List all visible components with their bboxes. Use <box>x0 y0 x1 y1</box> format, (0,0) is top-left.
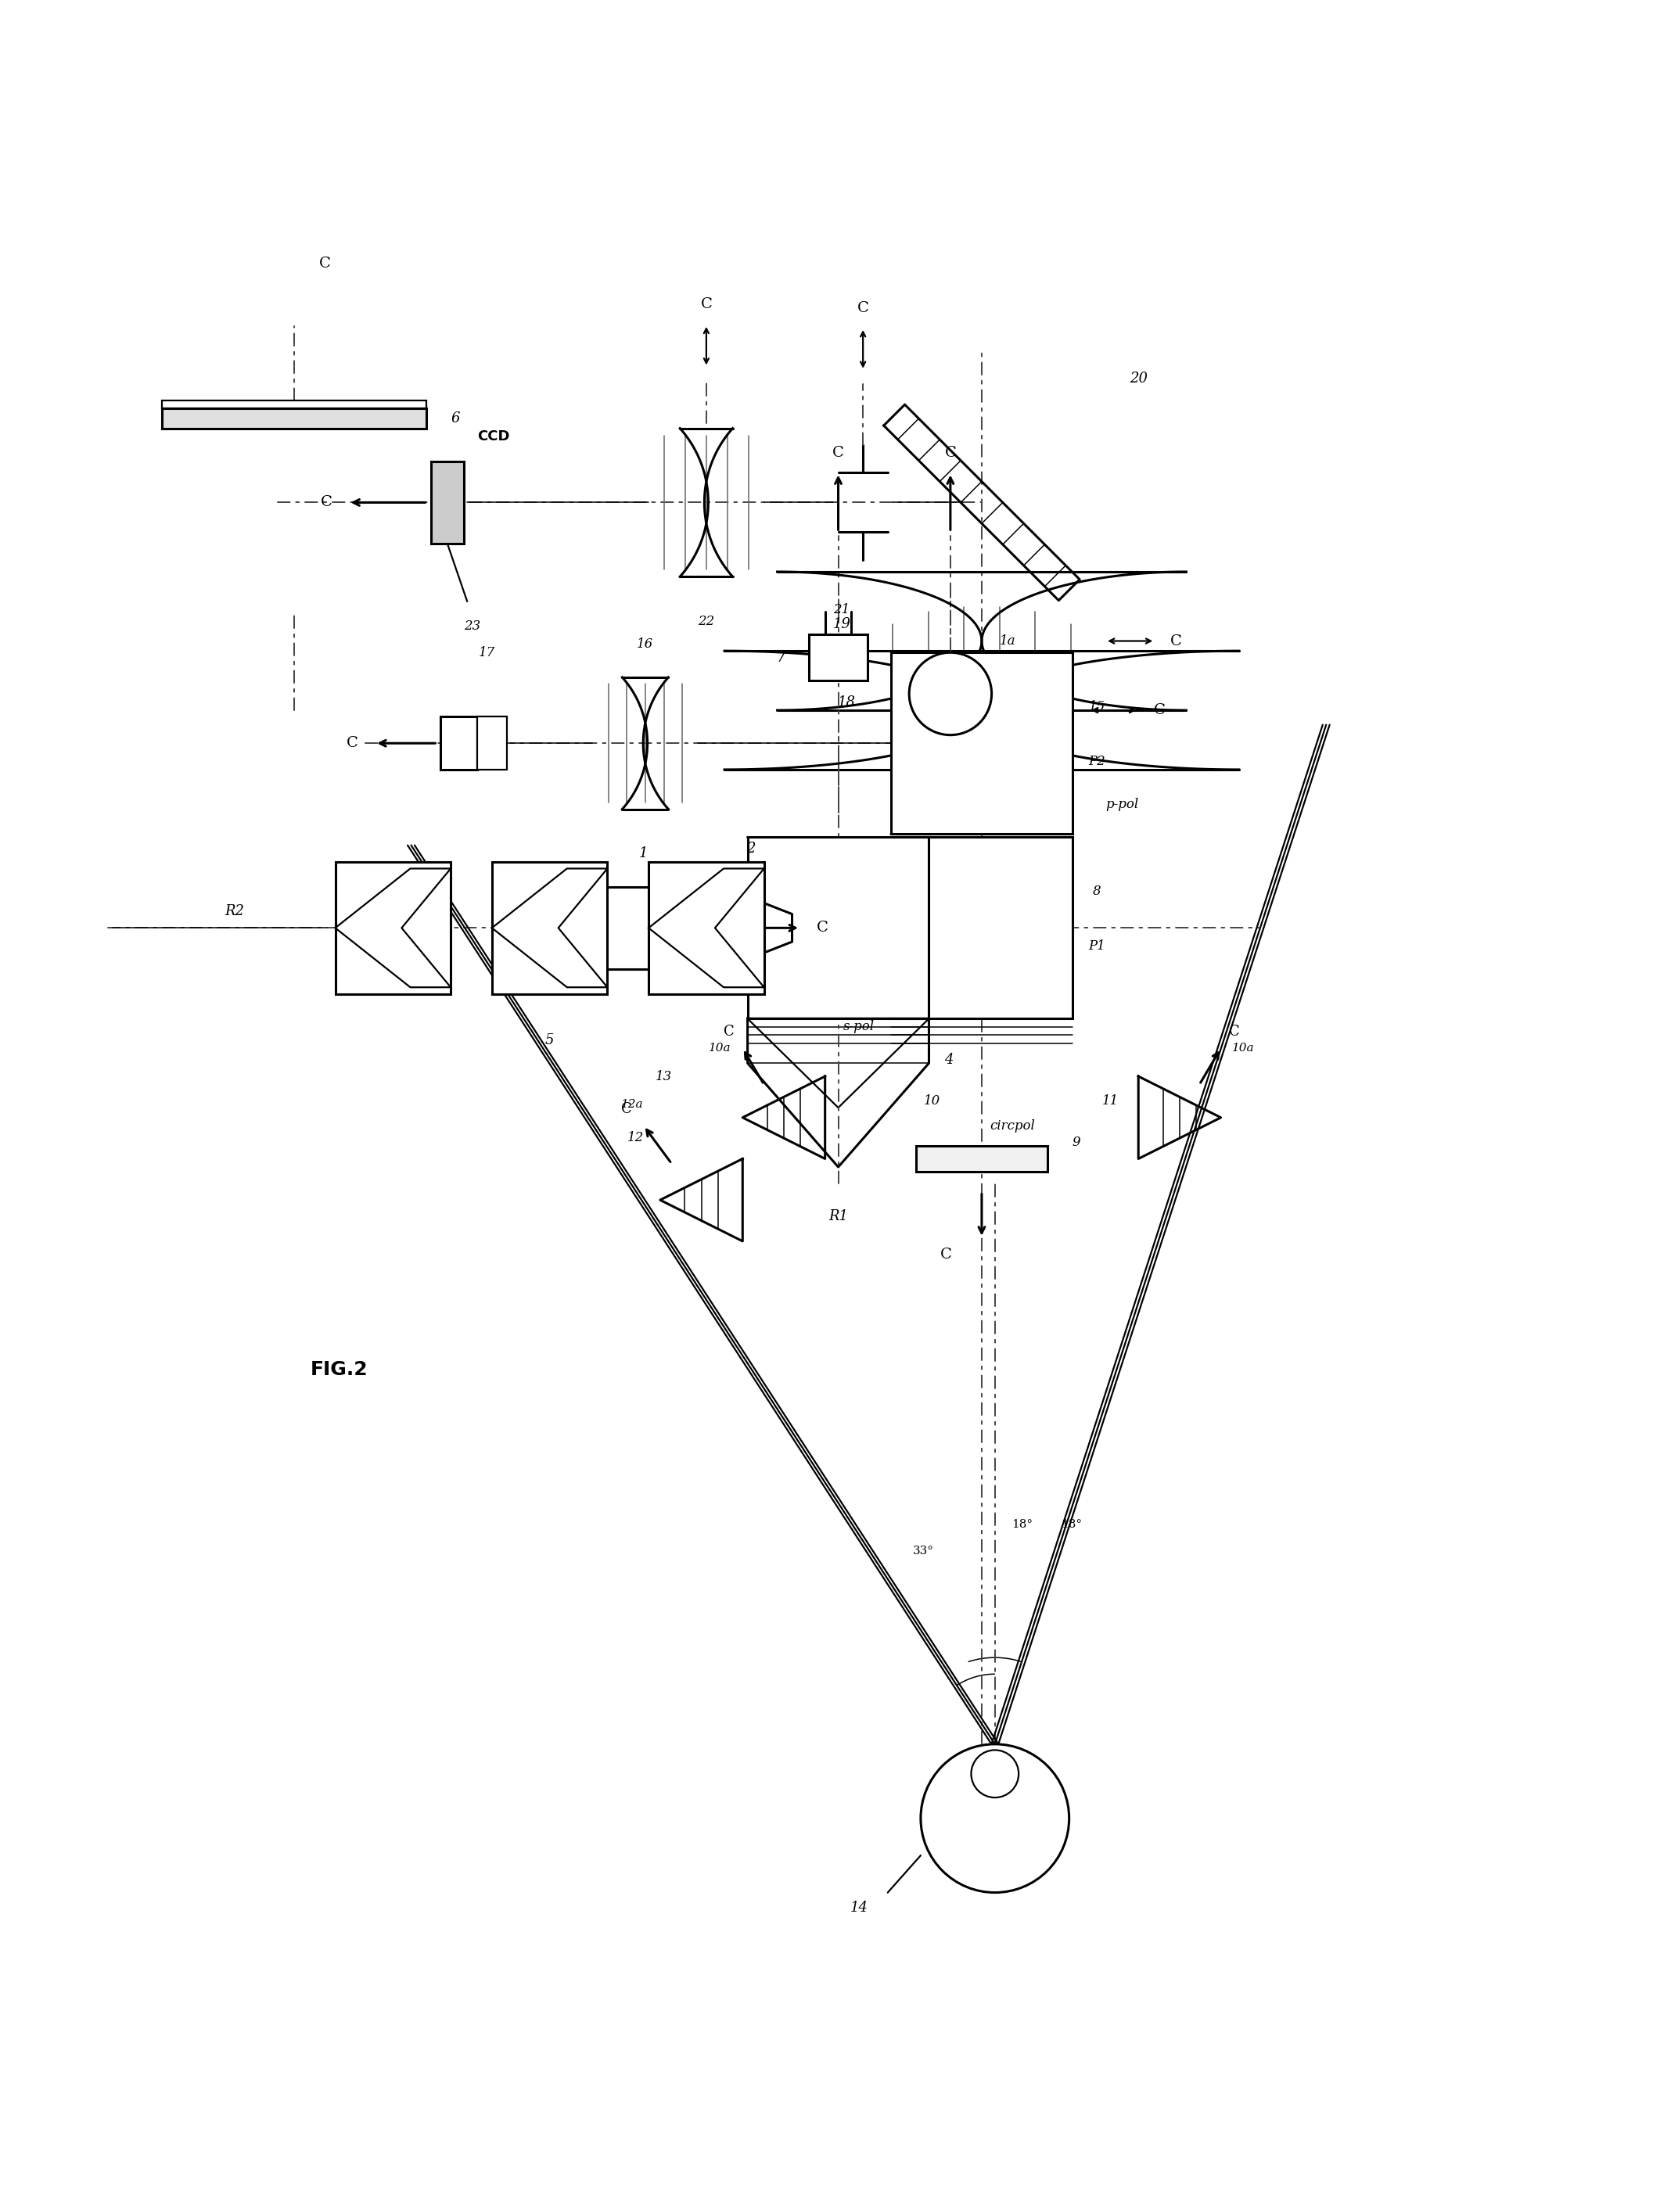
Text: C: C <box>817 920 828 936</box>
Bar <box>747 836 930 1018</box>
Text: 12a: 12a <box>621 1099 644 1110</box>
Text: 11: 11 <box>1102 1095 1119 1108</box>
Text: 6: 6 <box>452 411 460 425</box>
Bar <box>891 653 1072 834</box>
Text: 1: 1 <box>639 847 647 860</box>
Bar <box>586 887 702 969</box>
Bar <box>335 863 452 993</box>
Text: C: C <box>1170 635 1182 648</box>
Text: 18°: 18° <box>1061 1520 1082 1531</box>
Text: C: C <box>701 299 712 312</box>
Text: 16: 16 <box>637 637 654 650</box>
Text: p-pol: p-pol <box>1106 799 1139 812</box>
Text: 10: 10 <box>925 1095 941 1108</box>
Text: 17: 17 <box>478 646 495 659</box>
Text: 1a: 1a <box>999 635 1016 648</box>
Text: 15: 15 <box>1089 701 1106 714</box>
Text: s-pol: s-pol <box>843 1020 875 1033</box>
Text: 12: 12 <box>627 1130 644 1144</box>
Text: 7: 7 <box>777 650 785 664</box>
Text: 8: 8 <box>1092 885 1101 898</box>
Text: 20: 20 <box>1129 372 1147 385</box>
Text: P2: P2 <box>1089 754 1106 768</box>
Bar <box>476 717 506 770</box>
Text: C: C <box>941 1248 953 1261</box>
Text: 5: 5 <box>544 1033 554 1046</box>
Text: C: C <box>347 737 359 750</box>
Circle shape <box>910 653 991 734</box>
Bar <box>916 1146 1047 1172</box>
Text: 18: 18 <box>838 695 855 710</box>
Bar <box>491 863 608 993</box>
Text: R1: R1 <box>828 1210 848 1223</box>
Text: C: C <box>724 1024 734 1040</box>
Circle shape <box>921 1743 1069 1893</box>
Text: CCD: CCD <box>476 429 510 445</box>
Text: FIG.2: FIG.2 <box>310 1360 369 1380</box>
Text: P1: P1 <box>1089 940 1106 953</box>
Text: C: C <box>319 257 330 270</box>
Circle shape <box>971 1750 1019 1798</box>
Text: C: C <box>320 495 332 509</box>
Bar <box>432 462 463 544</box>
Text: 33°: 33° <box>913 1546 933 1557</box>
Text: R2: R2 <box>226 905 244 918</box>
Text: circpol: circpol <box>989 1119 1036 1133</box>
Bar <box>891 836 1072 1018</box>
Text: 19: 19 <box>833 617 850 633</box>
Bar <box>163 409 427 429</box>
Text: 23: 23 <box>463 619 480 633</box>
Text: 18°: 18° <box>1011 1520 1033 1531</box>
Bar <box>649 863 764 993</box>
Bar <box>702 896 734 960</box>
Bar <box>163 400 427 409</box>
Text: 21: 21 <box>833 604 850 617</box>
Text: 9: 9 <box>1072 1135 1081 1148</box>
Text: 4: 4 <box>945 1053 953 1066</box>
Text: 13: 13 <box>656 1071 672 1084</box>
Text: C: C <box>857 301 868 314</box>
Text: 22: 22 <box>697 615 714 628</box>
Text: 10a: 10a <box>1232 1042 1255 1053</box>
Bar <box>442 717 476 770</box>
Text: 14: 14 <box>850 1900 868 1913</box>
Text: C: C <box>1154 703 1165 717</box>
Text: 10a: 10a <box>709 1042 730 1053</box>
Text: C: C <box>945 447 956 460</box>
Bar <box>808 635 868 681</box>
Text: C: C <box>1228 1024 1240 1040</box>
Text: 2: 2 <box>747 843 755 856</box>
Text: C: C <box>832 447 843 460</box>
Text: C: C <box>621 1102 632 1117</box>
